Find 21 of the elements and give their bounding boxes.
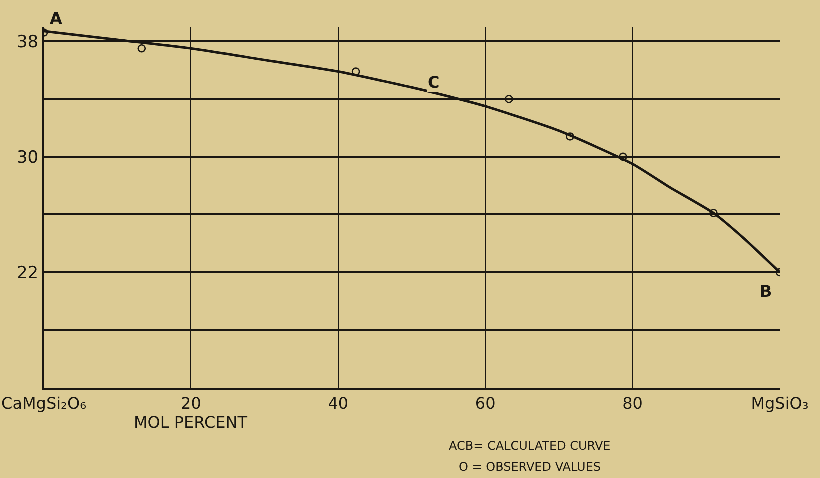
x-tick-label: CaMgSi₂O₆ (2, 394, 86, 414)
point (505, 95, 514, 104)
x-tick-label: MgSiO₃ (751, 394, 809, 414)
y-tick-label: 38 (16, 32, 39, 52)
point (566, 132, 574, 141)
point (138, 44, 146, 53)
x-tick-label: 80 (622, 394, 643, 414)
point (619, 152, 628, 162)
annotation: B (760, 282, 772, 301)
x-tick-label: 60 (475, 394, 496, 414)
point (710, 209, 718, 218)
text: ACB= CALCULATED CURVE (449, 439, 611, 453)
annotation: C (428, 73, 440, 92)
x-tick-label: 40 (328, 394, 349, 414)
y-tick-label: 30 (16, 148, 39, 168)
point (352, 68, 360, 76)
x-tick-label: 20 (181, 394, 202, 414)
annotation: A (50, 9, 63, 28)
x-axis-title: MOL PERCENT (134, 413, 248, 432)
text: O = OBSERVED VALUES (459, 460, 602, 474)
y-tick-label: 22 (16, 263, 39, 284)
